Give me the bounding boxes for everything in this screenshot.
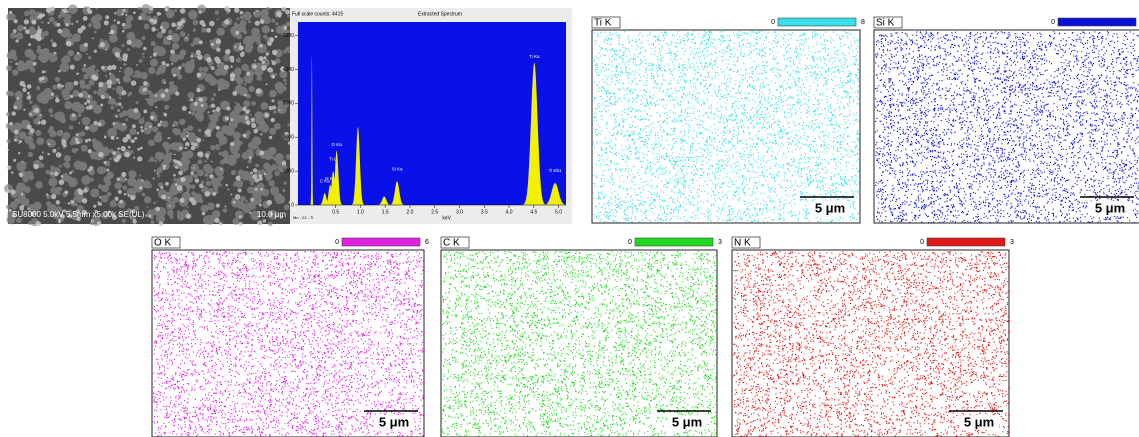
scale-label: 5 μm: [672, 414, 702, 429]
color-bar-min: 0: [920, 239, 924, 246]
color-bar: [927, 238, 1005, 246]
scale-label: 5 μm: [1095, 200, 1125, 215]
color-bar-max: 8: [861, 19, 865, 26]
color-bar-min: 0: [335, 239, 339, 246]
y-tick-label: 1000: [283, 168, 294, 174]
x-tick-label: 3.5: [481, 209, 488, 215]
spectrum-footer: Mn - 22 - Ti: [293, 215, 313, 220]
color-bar: [635, 238, 713, 246]
x-tick-label: 3.0: [456, 209, 463, 215]
map-label: O K: [154, 238, 172, 249]
peak-label: Ti Ka: [529, 54, 540, 59]
x-tick-label: 5.0: [555, 209, 562, 215]
map-label: Ti K: [594, 18, 612, 29]
y-tick-label: 5000: [283, 33, 294, 39]
color-bar-max: 3: [1010, 239, 1014, 246]
x-tick-label: 2.0: [406, 209, 413, 215]
x-tick-label: 1.5: [382, 209, 389, 215]
scale-label: 5 μm: [379, 414, 409, 429]
sem-scale: 10.0 μm: [257, 210, 286, 219]
y-tick-label: 4000: [283, 67, 294, 73]
sem-caption: SU8000 5.0kV 5.5mm x5.00k SE(UL): [12, 210, 145, 219]
x-tick-label: 4.0: [506, 209, 513, 215]
y-tick-label: 3000: [283, 101, 294, 107]
color-bar: [342, 238, 420, 246]
color-bar-min: 0: [628, 239, 632, 246]
x-tick-label: 4.5: [530, 209, 537, 215]
color-bar-min: 0: [1051, 19, 1055, 26]
map-frame: [441, 250, 717, 437]
map-label: Si K: [876, 18, 895, 29]
color-bar: [1058, 18, 1136, 26]
x-tick-label: 2.5: [431, 209, 438, 215]
color-bar-max: 6: [425, 239, 429, 246]
peak-label: Ti Kb1: [549, 168, 562, 173]
scale-label: 5 μm: [964, 414, 994, 429]
figure: SU8000 5.0kV 5.5mm x5.00k SE(UL) 10.0 μm F…: [0, 0, 1139, 437]
color-bar-min: 0: [771, 19, 775, 26]
x-tick-label: 1.0: [357, 209, 364, 215]
spectrum-full-scale: Full scale counts: 4415: [292, 11, 343, 17]
peak-label: O Ka: [332, 142, 343, 147]
spectrum-title: Extracted Spectrum: [418, 11, 462, 17]
color-bar: [778, 18, 856, 26]
color-bar-max: 3: [718, 239, 722, 246]
map-label: N K: [734, 238, 751, 249]
x-axis-label: keV: [442, 215, 451, 221]
map-label: C K: [443, 238, 460, 249]
peak-label: Si Ka: [392, 166, 403, 171]
y-tick-label: 0: [291, 202, 294, 208]
y-tick-label: 2000: [283, 135, 294, 141]
scale-label: 5 μm: [815, 200, 845, 215]
x-tick-label: 0.5: [332, 209, 339, 215]
